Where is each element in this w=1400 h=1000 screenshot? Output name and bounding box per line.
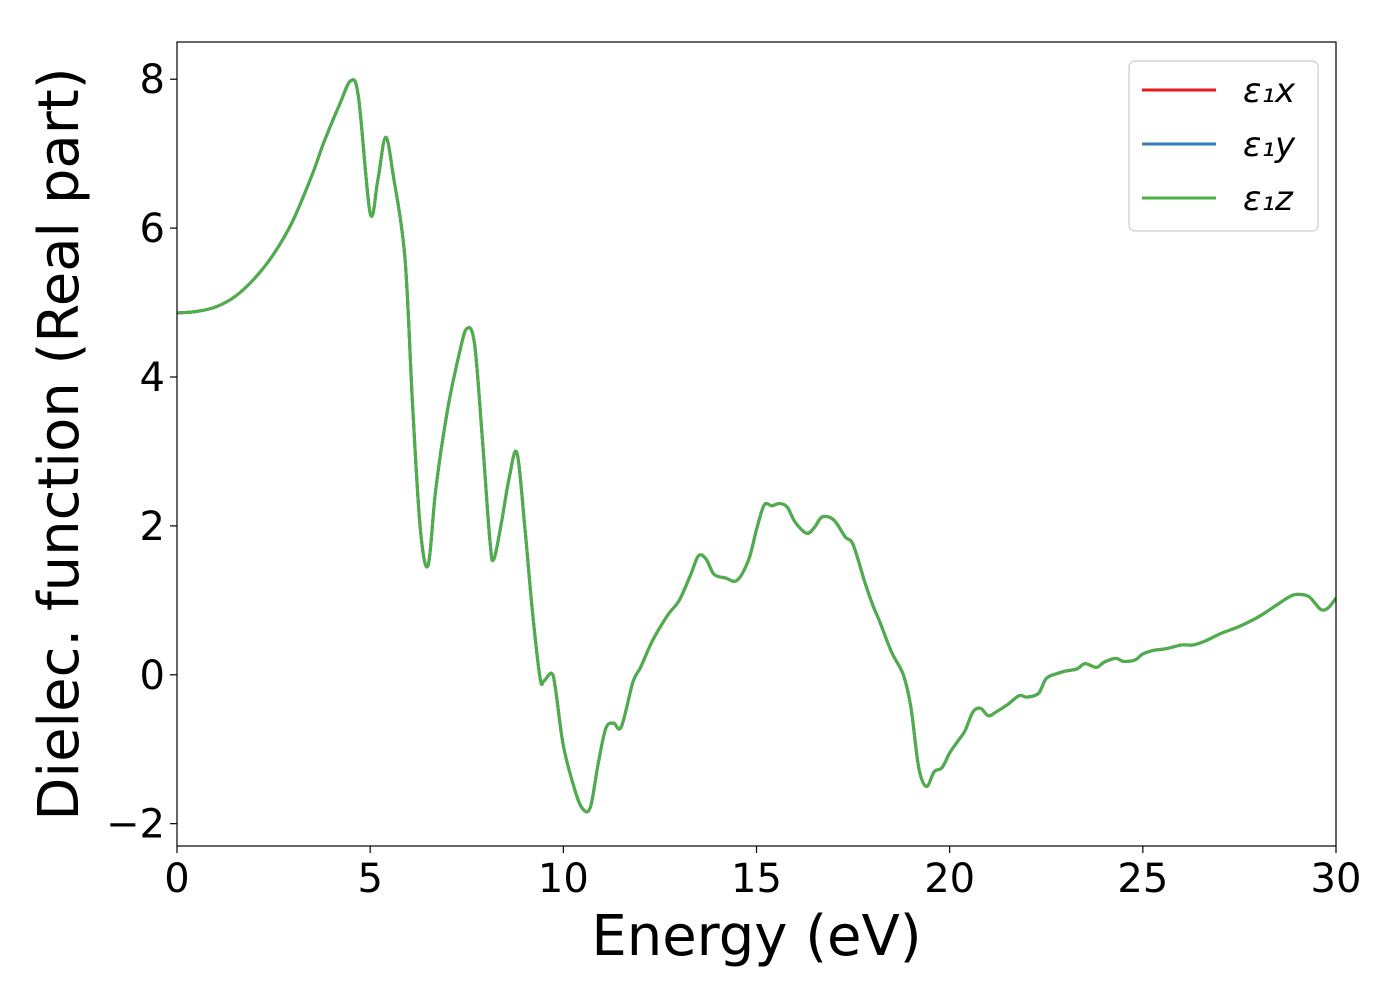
x-tick-label: 0 [164, 856, 189, 902]
legend: ε₁x ε₁y ε₁z [1128, 60, 1319, 232]
y-axis: −2 0 2 4 6 8 [106, 57, 177, 848]
y-tick-label: 0 [140, 653, 165, 699]
y-tick-label: 2 [140, 504, 165, 550]
x-axis: 0 5 10 15 20 25 30 [164, 846, 1361, 902]
x-tick-label: 5 [357, 856, 382, 902]
series-layer [177, 78, 1336, 814]
legend-label-3: ε₁z [1243, 179, 1294, 219]
y-tick-label: −2 [106, 802, 165, 848]
legend-label-2: ε₁y [1243, 125, 1296, 165]
x-axis-title: Energy (eV) [591, 904, 921, 969]
y-tick-label: 6 [140, 206, 165, 252]
x-tick-label: 30 [1311, 856, 1362, 902]
legend-box [1128, 60, 1319, 232]
x-tick-label: 10 [538, 856, 589, 902]
legend-label-1: ε₁x [1243, 71, 1296, 111]
y-tick-label: 4 [140, 355, 165, 401]
x-tick-label: 20 [924, 856, 975, 902]
x-tick-label: 15 [731, 856, 782, 902]
y-axis-title: Dielec. function (Real part) [27, 67, 92, 820]
y-tick-label: 8 [140, 57, 165, 103]
x-tick-label: 25 [1117, 856, 1168, 902]
series-line-3 [177, 78, 1336, 814]
